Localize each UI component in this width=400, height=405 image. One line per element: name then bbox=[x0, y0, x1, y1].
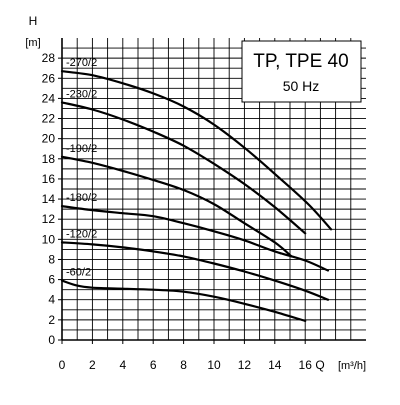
y-tick-label: 22 bbox=[42, 112, 56, 126]
curve-label-230-2: -230/2 bbox=[66, 88, 97, 100]
curve-180-2 bbox=[60, 205, 330, 272]
curve-label-270-2: -270/2 bbox=[66, 57, 97, 69]
y-tick-label: 20 bbox=[42, 132, 56, 146]
y-tick-label: 0 bbox=[48, 333, 55, 347]
curve-120-2 bbox=[60, 241, 330, 301]
curve-190-2 bbox=[60, 155, 293, 258]
y-axis-symbol: H bbox=[29, 14, 38, 28]
chart-title: TP, TPE 40 bbox=[253, 51, 348, 72]
y-tick-label: 12 bbox=[42, 212, 56, 226]
y-axis-unit: [m] bbox=[25, 37, 40, 49]
x-axis-unit: [m³/h] bbox=[338, 360, 366, 372]
title-box bbox=[241, 40, 362, 103]
x-tick-label: 10 bbox=[207, 358, 221, 372]
y-tick-label: 6 bbox=[48, 273, 55, 287]
y-tick-label: 14 bbox=[42, 192, 56, 206]
y-tick-label: 4 bbox=[48, 293, 55, 307]
y-tick-label: 10 bbox=[42, 232, 56, 246]
x-tick-label: 12 bbox=[238, 358, 252, 372]
x-axis-symbol: Q bbox=[315, 358, 324, 372]
chart-subtitle: 50 Hz bbox=[283, 78, 320, 94]
x-tick-label: 4 bbox=[119, 358, 126, 372]
curve-60-2 bbox=[60, 279, 307, 322]
curves: -270/2 -230/2 -190/2 -180/2 -120/2 -60/2 bbox=[60, 57, 333, 322]
curve-230-2 bbox=[60, 101, 307, 235]
x-tick-label: 16 bbox=[299, 358, 313, 372]
curve-270-2 bbox=[60, 70, 333, 231]
x-tick-label: 2 bbox=[89, 358, 96, 372]
y-tick-label: 18 bbox=[42, 152, 56, 166]
x-tick-label: 8 bbox=[180, 358, 187, 372]
y-tick-label: 8 bbox=[48, 252, 55, 266]
curve-label-190-2: -190/2 bbox=[66, 143, 97, 155]
y-tick-label: 26 bbox=[42, 71, 56, 85]
x-tick-label: 14 bbox=[268, 358, 282, 372]
x-tick-label: 6 bbox=[150, 358, 157, 372]
curve-label-180-2: -180/2 bbox=[66, 192, 97, 204]
y-tick-label: 16 bbox=[42, 172, 56, 186]
y-tick-label: 28 bbox=[42, 51, 56, 65]
y-tick-label: 24 bbox=[42, 91, 56, 105]
y-tick-label: 2 bbox=[48, 313, 55, 327]
curve-label-120-2: -120/2 bbox=[66, 228, 97, 240]
curve-label-60-2: -60/2 bbox=[66, 267, 91, 279]
x-tick-label: 0 bbox=[59, 358, 66, 372]
